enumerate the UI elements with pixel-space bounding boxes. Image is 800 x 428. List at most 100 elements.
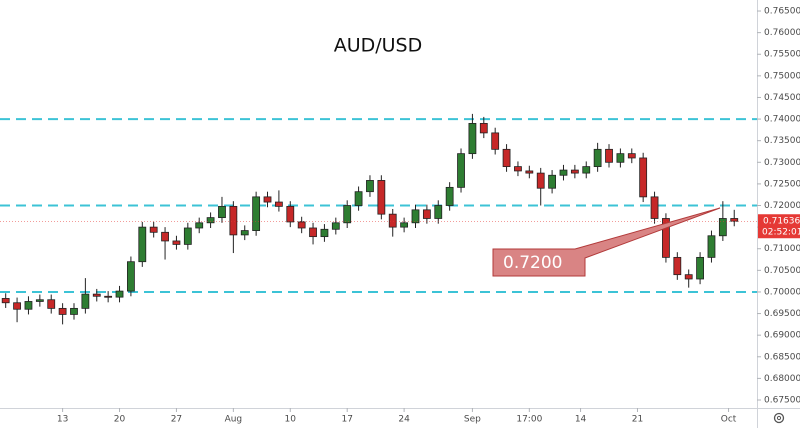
candle-body <box>570 169 579 174</box>
candle-body <box>627 153 636 159</box>
candle-body <box>662 218 670 258</box>
candle-body <box>92 293 101 297</box>
settings-icon[interactable] <box>773 412 785 424</box>
candle-body <box>457 153 465 188</box>
candle-body <box>115 290 124 298</box>
candle-body <box>127 261 135 292</box>
y-tick-label: 0.73500 <box>764 136 800 146</box>
x-tick-label: Oct <box>721 415 737 425</box>
chart-title: AUD/USD <box>334 35 423 57</box>
candle-body <box>309 227 317 238</box>
candle-body <box>138 226 147 263</box>
candle-body <box>320 228 329 238</box>
candle-body <box>24 301 33 310</box>
candle-body <box>468 122 477 155</box>
candle-body <box>605 148 613 163</box>
y-tick-label: 0.73000 <box>764 158 800 168</box>
last-price-label: 0.71636 <box>763 217 800 227</box>
candle-body <box>297 221 306 229</box>
candle-body <box>354 191 363 206</box>
callout-text: 0.7200 <box>503 253 562 273</box>
candle-body <box>434 205 443 219</box>
candle-body <box>684 274 693 280</box>
candle-body <box>696 256 704 280</box>
candle-body <box>718 218 727 237</box>
y-tick-label: 0.70500 <box>764 266 800 276</box>
candle-body <box>559 169 568 176</box>
candle-body <box>377 180 386 215</box>
candle-body <box>252 196 261 231</box>
last-price-box <box>758 214 800 239</box>
y-tick-label: 0.76000 <box>764 28 800 38</box>
candle-body <box>582 166 591 174</box>
x-tick-label: 10 <box>285 415 297 425</box>
y-tick-label: 0.69000 <box>764 331 800 341</box>
candle-body <box>70 307 78 315</box>
candle-body <box>366 180 374 193</box>
candle-body <box>149 226 158 233</box>
candle-body <box>388 213 397 228</box>
candle-body <box>650 196 659 219</box>
candle-body <box>536 172 545 189</box>
y-tick-label: 0.72000 <box>764 201 800 211</box>
y-tick-label: 0.70000 <box>764 287 800 297</box>
candle-body <box>13 302 21 310</box>
candle-body <box>593 148 602 168</box>
x-tick-label: 27 <box>171 415 182 425</box>
candle-body <box>479 122 488 134</box>
candle-body <box>673 256 682 276</box>
candle-body <box>58 307 67 315</box>
x-tick-label: 20 <box>114 415 126 425</box>
candle-body <box>263 196 272 203</box>
x-tick-label: 24 <box>398 415 410 425</box>
candle-body <box>206 217 215 224</box>
x-tick-label: 21 <box>632 415 643 425</box>
candle-body <box>502 148 511 168</box>
x-tick-label: 14 <box>575 415 587 425</box>
candle-body <box>1 298 10 304</box>
candle-body <box>274 201 283 207</box>
candle-body <box>35 299 44 302</box>
candle-body <box>491 132 500 150</box>
x-tick-label: Aug <box>225 415 243 425</box>
candle-body <box>229 205 238 236</box>
candle-body <box>47 299 56 309</box>
y-tick-label: 0.75500 <box>764 50 800 60</box>
candle-body <box>161 231 169 242</box>
candle-body <box>730 218 739 222</box>
candle-body <box>195 222 204 229</box>
x-tick-label: 17:00 <box>516 415 542 425</box>
candle-body <box>525 170 534 174</box>
candle-body <box>411 209 420 224</box>
plot-area <box>0 113 757 325</box>
y-tick-label: 0.74500 <box>764 93 800 103</box>
candle-body <box>548 174 556 189</box>
candle-body <box>240 230 249 236</box>
y-tick-label: 0.69500 <box>764 309 800 319</box>
candle-body <box>639 157 648 198</box>
candle-body <box>104 295 113 298</box>
candle-body <box>707 235 716 258</box>
candle-body <box>81 293 90 309</box>
y-tick-label: 0.72500 <box>764 179 800 189</box>
candle-body <box>218 205 226 219</box>
x-tick-label: 13 <box>57 415 68 425</box>
candle-body <box>514 166 522 172</box>
y-tick-label: 0.74000 <box>764 115 800 125</box>
y-tick-label: 0.71000 <box>764 244 800 254</box>
callout-box <box>492 207 721 277</box>
candle-body <box>616 153 625 163</box>
candle-body <box>172 240 181 245</box>
countdown-label: 02:52:01 <box>762 228 800 238</box>
x-tick-label: 17 <box>341 415 352 425</box>
candle-body <box>286 205 295 223</box>
y-tick-label: 0.75000 <box>764 71 800 81</box>
y-tick-label: 0.67500 <box>764 396 800 406</box>
candle-body <box>422 209 431 219</box>
x-tick-label: Sep <box>464 415 481 425</box>
candle-body <box>400 222 409 228</box>
candle-body <box>343 205 352 224</box>
candle-body <box>445 186 454 206</box>
